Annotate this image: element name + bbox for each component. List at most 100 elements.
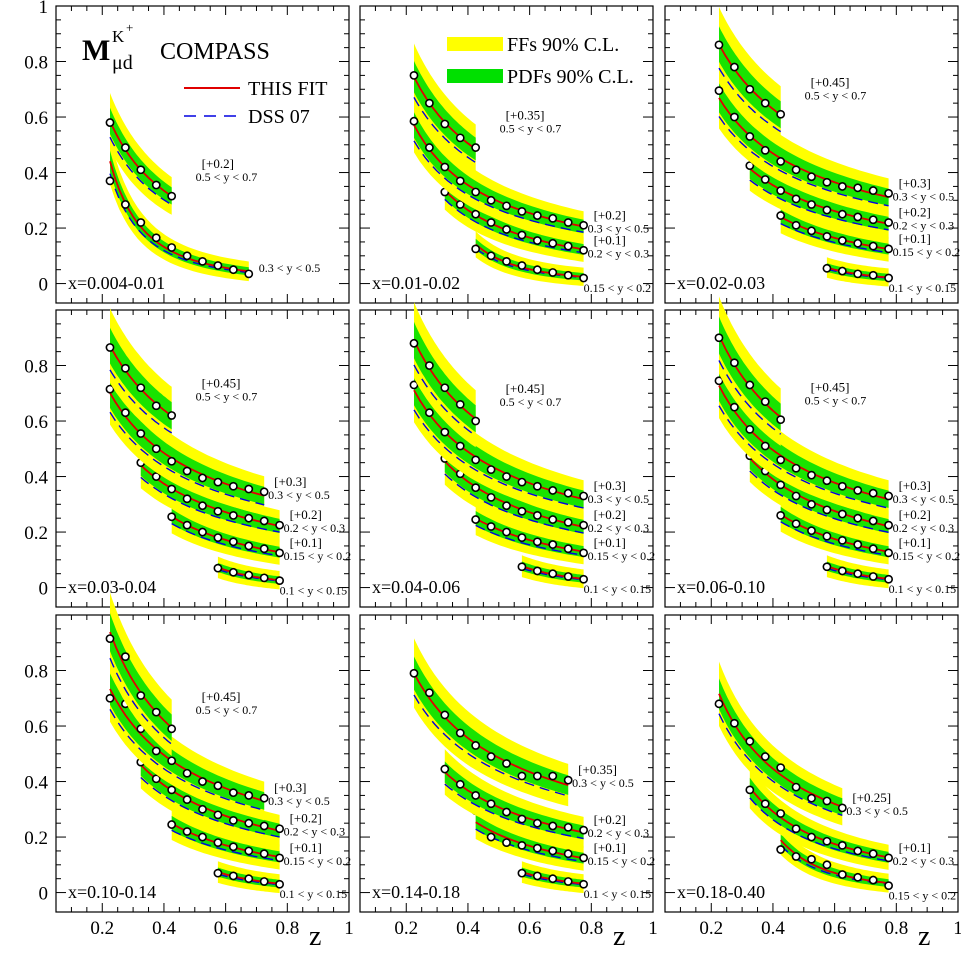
data-point	[745, 785, 755, 795]
data-point	[776, 186, 786, 195]
data-point	[228, 871, 238, 881]
data-point	[120, 200, 130, 209]
data-point	[868, 215, 878, 225]
panels-layer: 00.20.40.60.810.3 < y < 0.5[+0.2]0.5 < y…	[24, 0, 961, 952]
y-range-label: 0.5 < y < 0.7	[805, 88, 867, 102]
data-point	[517, 840, 527, 850]
data-point	[853, 872, 863, 882]
legend-lines: THIS FIT DSS 07	[184, 78, 327, 128]
data-point	[776, 845, 786, 854]
title-superscript: K	[112, 27, 125, 46]
data-point	[228, 265, 238, 275]
data-point	[486, 752, 496, 761]
data-point	[244, 269, 254, 279]
data-point	[167, 191, 177, 201]
x-axis-label: z	[309, 921, 321, 952]
panel-frame	[55, 5, 350, 304]
data-point	[244, 846, 254, 856]
y-range-label: 0.5 < y < 0.7	[196, 389, 258, 403]
data-point	[182, 520, 192, 530]
dss07-line	[413, 364, 477, 437]
data-point	[151, 233, 161, 243]
data-point	[182, 494, 192, 504]
offset-label: [+0.1]	[594, 535, 626, 550]
this-fit-line	[749, 786, 889, 859]
this-fit-line	[444, 460, 584, 528]
data-point	[244, 874, 254, 884]
data-point	[837, 236, 847, 245]
offset-label: [+0.1]	[899, 840, 931, 855]
y-range-label: 0.5 < y < 0.7	[805, 394, 867, 408]
data-point	[198, 501, 207, 511]
dss07-line	[718, 116, 889, 207]
title-main: M	[82, 34, 110, 67]
data-point	[213, 261, 223, 270]
data-point	[259, 487, 269, 497]
data-point	[259, 821, 269, 831]
data-point	[807, 793, 816, 803]
data-point	[729, 62, 739, 72]
data-point	[182, 466, 192, 476]
series-group: 0.1 < y < 0.15	[517, 555, 651, 596]
data-point	[440, 162, 450, 172]
data-point	[275, 548, 285, 558]
data-point	[884, 853, 894, 863]
data-point	[776, 211, 786, 220]
data-point	[440, 710, 450, 720]
data-point	[868, 516, 878, 526]
dss07-line	[109, 657, 173, 745]
title-subscript: μd	[112, 52, 133, 74]
y-range-label: 0.3 < y < 0.5	[259, 261, 321, 275]
data-point	[837, 481, 847, 491]
data-point	[776, 157, 786, 166]
offset-label: [+0.2]	[594, 507, 626, 522]
data-point	[486, 832, 496, 842]
dss07-line	[521, 567, 584, 581]
data-point	[228, 567, 238, 577]
data-point	[563, 775, 573, 785]
data-point	[563, 218, 573, 227]
data-point	[548, 821, 558, 831]
data-point	[213, 477, 223, 487]
data-point	[182, 768, 192, 778]
data-point	[198, 777, 207, 786]
data-point	[517, 814, 527, 824]
data-point	[471, 455, 481, 465]
this-fit-line	[444, 771, 584, 834]
data-point	[228, 788, 238, 798]
dss07-line	[109, 411, 265, 506]
data-point	[548, 874, 558, 884]
x-tick-label: 1	[344, 918, 354, 939]
data-point	[136, 218, 146, 227]
data-point	[884, 491, 894, 501]
data-point	[275, 853, 285, 863]
data-point	[532, 871, 542, 881]
data-point	[532, 843, 542, 853]
y-range-label: 0.3 < y < 0.5	[268, 488, 330, 502]
offset-label: [+0.1]	[290, 840, 322, 855]
data-point	[182, 827, 192, 836]
panel-x-range-label: x=0.03-0.04	[68, 577, 156, 597]
series-group: [+0.2]0.2 < y < 0.3	[440, 749, 649, 848]
data-point	[868, 572, 878, 581]
data-point	[807, 499, 816, 509]
y-tick-label: 0.4	[24, 164, 48, 185]
offset-label: [+0.3]	[899, 175, 931, 190]
dss07-line	[171, 829, 280, 862]
dss07-line	[749, 797, 889, 862]
data-point	[853, 238, 863, 248]
data-point	[532, 236, 542, 245]
series-group: [+0.45]0.5 < y < 0.7	[714, 7, 867, 144]
data-point	[853, 486, 863, 495]
this-fit-line	[749, 457, 889, 527]
data-point	[167, 756, 177, 766]
offset-label: [+0.2]	[202, 156, 234, 171]
data-point	[868, 270, 878, 280]
data-point	[517, 562, 527, 572]
data-point	[548, 569, 558, 579]
y-range-label: 0.2 < y < 0.3	[893, 219, 955, 233]
data-point	[807, 832, 816, 842]
data-point	[837, 803, 847, 813]
data-point	[760, 441, 770, 451]
data-point	[455, 779, 465, 789]
